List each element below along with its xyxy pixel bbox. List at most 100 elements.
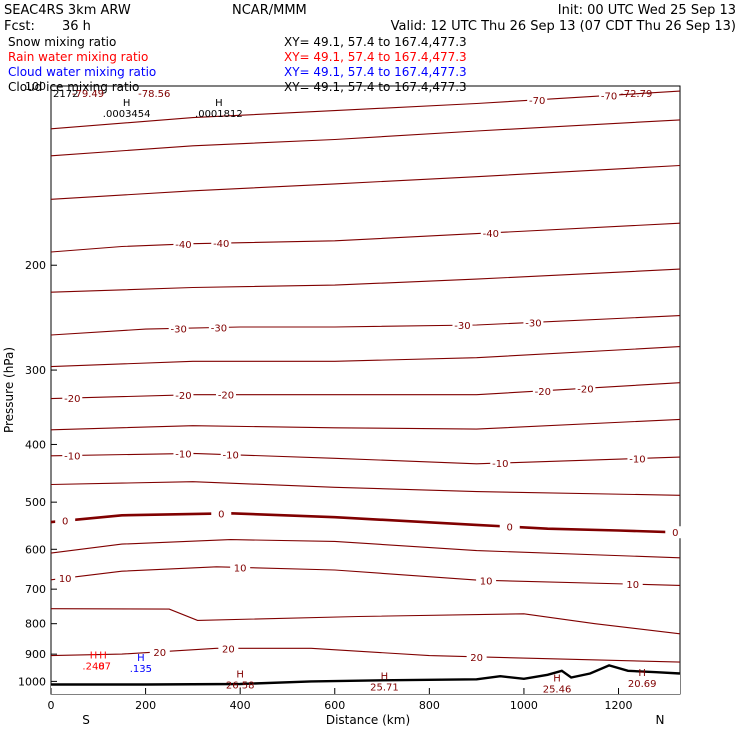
model-title: SEAC4RS 3km ARW bbox=[4, 3, 131, 18]
contour-label: -10 bbox=[175, 450, 191, 461]
contour-line bbox=[50, 418, 681, 431]
field-2-name: Rain water mixing ratio bbox=[8, 50, 148, 64]
y-tick-label: 700 bbox=[25, 583, 46, 596]
contour-label: -40 bbox=[483, 229, 499, 240]
field-4-xy: XY= 49.1, 57.4 to 167.4,477.3 bbox=[284, 80, 467, 94]
contour-label: -30 bbox=[211, 323, 227, 334]
cloud-water-value: .135 bbox=[130, 664, 152, 675]
top-edge-value: -72.79 bbox=[620, 89, 652, 100]
y-axis-label: Pressure (hPa) bbox=[2, 347, 16, 433]
contour-label-bg bbox=[218, 642, 239, 655]
contour-label-bg bbox=[499, 520, 520, 533]
contour-label-bg bbox=[599, 89, 620, 102]
contour-line bbox=[50, 608, 681, 635]
y-tick-label: 800 bbox=[25, 618, 46, 631]
field-1-name: Snow mixing ratio bbox=[8, 35, 116, 49]
rain-water-marker: H bbox=[99, 650, 107, 661]
contour-label: -20 bbox=[577, 384, 593, 395]
contour-label-bg bbox=[466, 650, 487, 663]
contour-label-bg bbox=[476, 574, 497, 587]
terrain-line bbox=[51, 664, 681, 686]
contour-label: -70 bbox=[601, 92, 617, 103]
contour-label-bg bbox=[575, 382, 596, 395]
contour-label-bg bbox=[62, 392, 83, 405]
contour-label-bg bbox=[480, 226, 501, 239]
contour-label: -30 bbox=[171, 324, 187, 335]
center-title: NCAR/MMM bbox=[232, 3, 307, 18]
contour-line bbox=[50, 315, 681, 336]
contour-label-bg bbox=[173, 388, 194, 401]
contour-label: -30 bbox=[525, 318, 541, 329]
temperature-extremum-value: 25.46 bbox=[543, 684, 572, 695]
x-tick-label: 0 bbox=[48, 699, 55, 712]
x-axis-label: Distance (km) bbox=[326, 713, 410, 727]
fcst-value: 36 h bbox=[62, 19, 91, 34]
x-tick-label: 1000 bbox=[510, 699, 538, 712]
contour-label-bg bbox=[523, 316, 544, 329]
contour-label: 0 bbox=[62, 517, 68, 528]
valid-time: Valid: 12 UTC Thu 26 Sep 13 (07 CDT Thu … bbox=[391, 19, 736, 34]
temperature-extremum-marker: H bbox=[381, 671, 389, 682]
init-time: Init: 00 UTC Wed 25 Sep 13 bbox=[558, 3, 736, 18]
contour-label-bg bbox=[211, 237, 232, 250]
y-tick-label: 1000 bbox=[18, 675, 46, 688]
contour-label: -20 bbox=[218, 391, 234, 402]
contour-line bbox=[50, 539, 681, 559]
contour-label-bg bbox=[452, 319, 473, 332]
contour-label-bg bbox=[149, 645, 170, 658]
contour-label: 10 bbox=[626, 580, 639, 591]
contour-label: 0 bbox=[218, 509, 224, 520]
field-3-name: Cloud water mixing ratio bbox=[8, 65, 156, 79]
top-edge-value: 2172 bbox=[53, 89, 78, 100]
x-tick-label: 600 bbox=[324, 699, 345, 712]
contour-label: -40 bbox=[213, 239, 229, 250]
temperature-extremum-value: 20.69 bbox=[628, 679, 657, 690]
temperature-extremum-marker: H bbox=[638, 668, 646, 679]
cloud-ice-marker: H bbox=[123, 98, 131, 109]
top-edge-value: -79.49 bbox=[72, 89, 104, 100]
contour-label-bg bbox=[532, 384, 553, 397]
y-tick-label: 100 bbox=[25, 80, 46, 93]
contour-line bbox=[50, 164, 681, 200]
contour-label: 0 bbox=[507, 523, 513, 534]
y-tick-label: 400 bbox=[25, 438, 46, 451]
y-tick-label: 200 bbox=[25, 259, 46, 272]
contour-line bbox=[50, 346, 681, 368]
contour-line bbox=[50, 222, 681, 253]
terrain-fill bbox=[51, 665, 680, 694]
contour-label: 20 bbox=[470, 653, 483, 664]
temperature-extremum-value: 25.71 bbox=[370, 682, 399, 693]
y-tick-label: 600 bbox=[25, 543, 46, 556]
contour-label-bg bbox=[215, 388, 236, 401]
contour-label-bg bbox=[220, 448, 241, 461]
contour-label: -70 bbox=[529, 96, 545, 107]
contour-label-bg bbox=[622, 578, 643, 591]
contour-line bbox=[50, 481, 681, 496]
contour-label-bg bbox=[527, 93, 548, 106]
top-edge-value: -78.56 bbox=[138, 89, 170, 100]
field-3-xy: XY= 49.1, 57.4 to 167.4,477.3 bbox=[284, 65, 467, 79]
contour-label: -10 bbox=[492, 459, 508, 470]
contour-label-bg bbox=[55, 514, 76, 527]
contour-label-bg bbox=[490, 456, 511, 469]
contour-label: -30 bbox=[454, 321, 470, 332]
temperature-extremum-marker: H bbox=[236, 669, 244, 680]
contour-label: -10 bbox=[64, 451, 80, 462]
contour-label: -40 bbox=[175, 240, 191, 251]
temperature-extremum-value: 26.58 bbox=[226, 680, 255, 691]
y-tick-label: 300 bbox=[25, 364, 46, 377]
contour-label: -20 bbox=[64, 394, 80, 405]
y-tick-label: 900 bbox=[25, 648, 46, 661]
x-tick-label: 400 bbox=[230, 699, 251, 712]
cloud-ice-value: .0001812 bbox=[195, 109, 243, 120]
contour-line bbox=[50, 119, 681, 157]
contour-label: 10 bbox=[59, 574, 72, 585]
rain-water-marker: H bbox=[90, 650, 98, 661]
terrain-layer bbox=[51, 664, 681, 694]
contour-label-bg bbox=[230, 561, 251, 574]
field-2-xy: XY= 49.1, 57.4 to 167.4,477.3 bbox=[284, 50, 467, 64]
contour-label-bg bbox=[211, 507, 232, 520]
contour-label: 10 bbox=[480, 576, 493, 587]
